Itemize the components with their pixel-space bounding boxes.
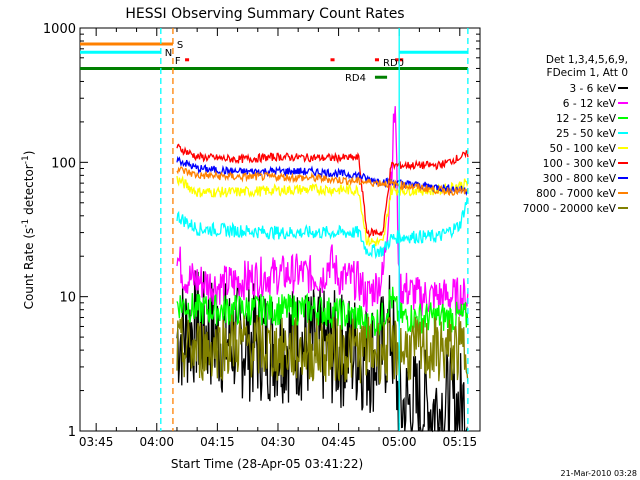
axes: 1 10 100 1000 03:45 04:00 04:15 04:30 04:45 05:00… xyxy=(43,22,481,449)
x-tick-label: 04:45 xyxy=(321,435,356,449)
x-tick-label: 05:15 xyxy=(443,435,478,449)
legend-label: 800 - 7000 keV xyxy=(536,188,617,200)
y-tick-label: 1 xyxy=(68,425,76,440)
series-line-0 xyxy=(176,270,469,433)
series-line-1 xyxy=(176,106,469,317)
footer-timestamp: 21-Mar-2010 03:28 xyxy=(561,469,638,478)
series-line-7 xyxy=(176,166,469,197)
x-tick-label: 03:45 xyxy=(79,435,114,449)
x-tick-label: 04:15 xyxy=(200,435,235,449)
y-tick-label: 100 xyxy=(51,156,76,171)
y-tick-label: 1000 xyxy=(43,22,76,37)
y-axis-label: Count Rate (s-1 detector-1) xyxy=(21,151,36,310)
overlay-layer: SNF RD0 RD4 xyxy=(80,28,469,431)
series-line-5 xyxy=(176,143,469,239)
flag-label-2: F xyxy=(175,56,181,67)
legend-label: 100 - 300 keV xyxy=(543,158,617,170)
legend-label: 25 - 50 keV xyxy=(556,128,617,140)
legend-label: 7000 - 20000 keV xyxy=(523,203,617,215)
series-line-6 xyxy=(176,155,469,197)
legend-label: 6 - 12 keV xyxy=(563,98,617,110)
series-layer xyxy=(176,106,469,433)
legend-header: Det 1,3,4,5,6,9, xyxy=(546,54,628,66)
series-line-8 xyxy=(176,314,469,384)
y-tick-label: 10 xyxy=(59,291,76,306)
legend-label: 50 - 100 keV xyxy=(549,143,616,155)
legend-label: 300 - 800 keV xyxy=(543,173,617,185)
flag-label-3: RD0 xyxy=(383,58,404,69)
x-axis-label: Start Time (28-Apr-05 03:41:22) xyxy=(171,457,363,471)
x-tick-label: 04:00 xyxy=(139,435,174,449)
series-line-3 xyxy=(176,197,469,260)
series-line-2 xyxy=(176,286,469,341)
legend-header: FDecim 1, Att 0 xyxy=(547,67,628,79)
x-tick-label: 04:30 xyxy=(261,435,296,449)
flag-label-0: S xyxy=(177,40,183,51)
plot-frame xyxy=(79,27,481,432)
legend-label: 12 - 25 keV xyxy=(556,113,617,125)
legend: Det 1,3,4,5,6,9,FDecim 1, Att 0 3 - 6 keV… xyxy=(523,54,628,215)
legend-label: 3 - 6 keV xyxy=(569,83,616,95)
flag-label-1: N xyxy=(165,48,172,59)
x-tick-label: 05:00 xyxy=(382,435,417,449)
flag-label-4: RD4 xyxy=(345,73,366,84)
chart-title: HESSI Observing Summary Count Rates xyxy=(125,6,404,22)
